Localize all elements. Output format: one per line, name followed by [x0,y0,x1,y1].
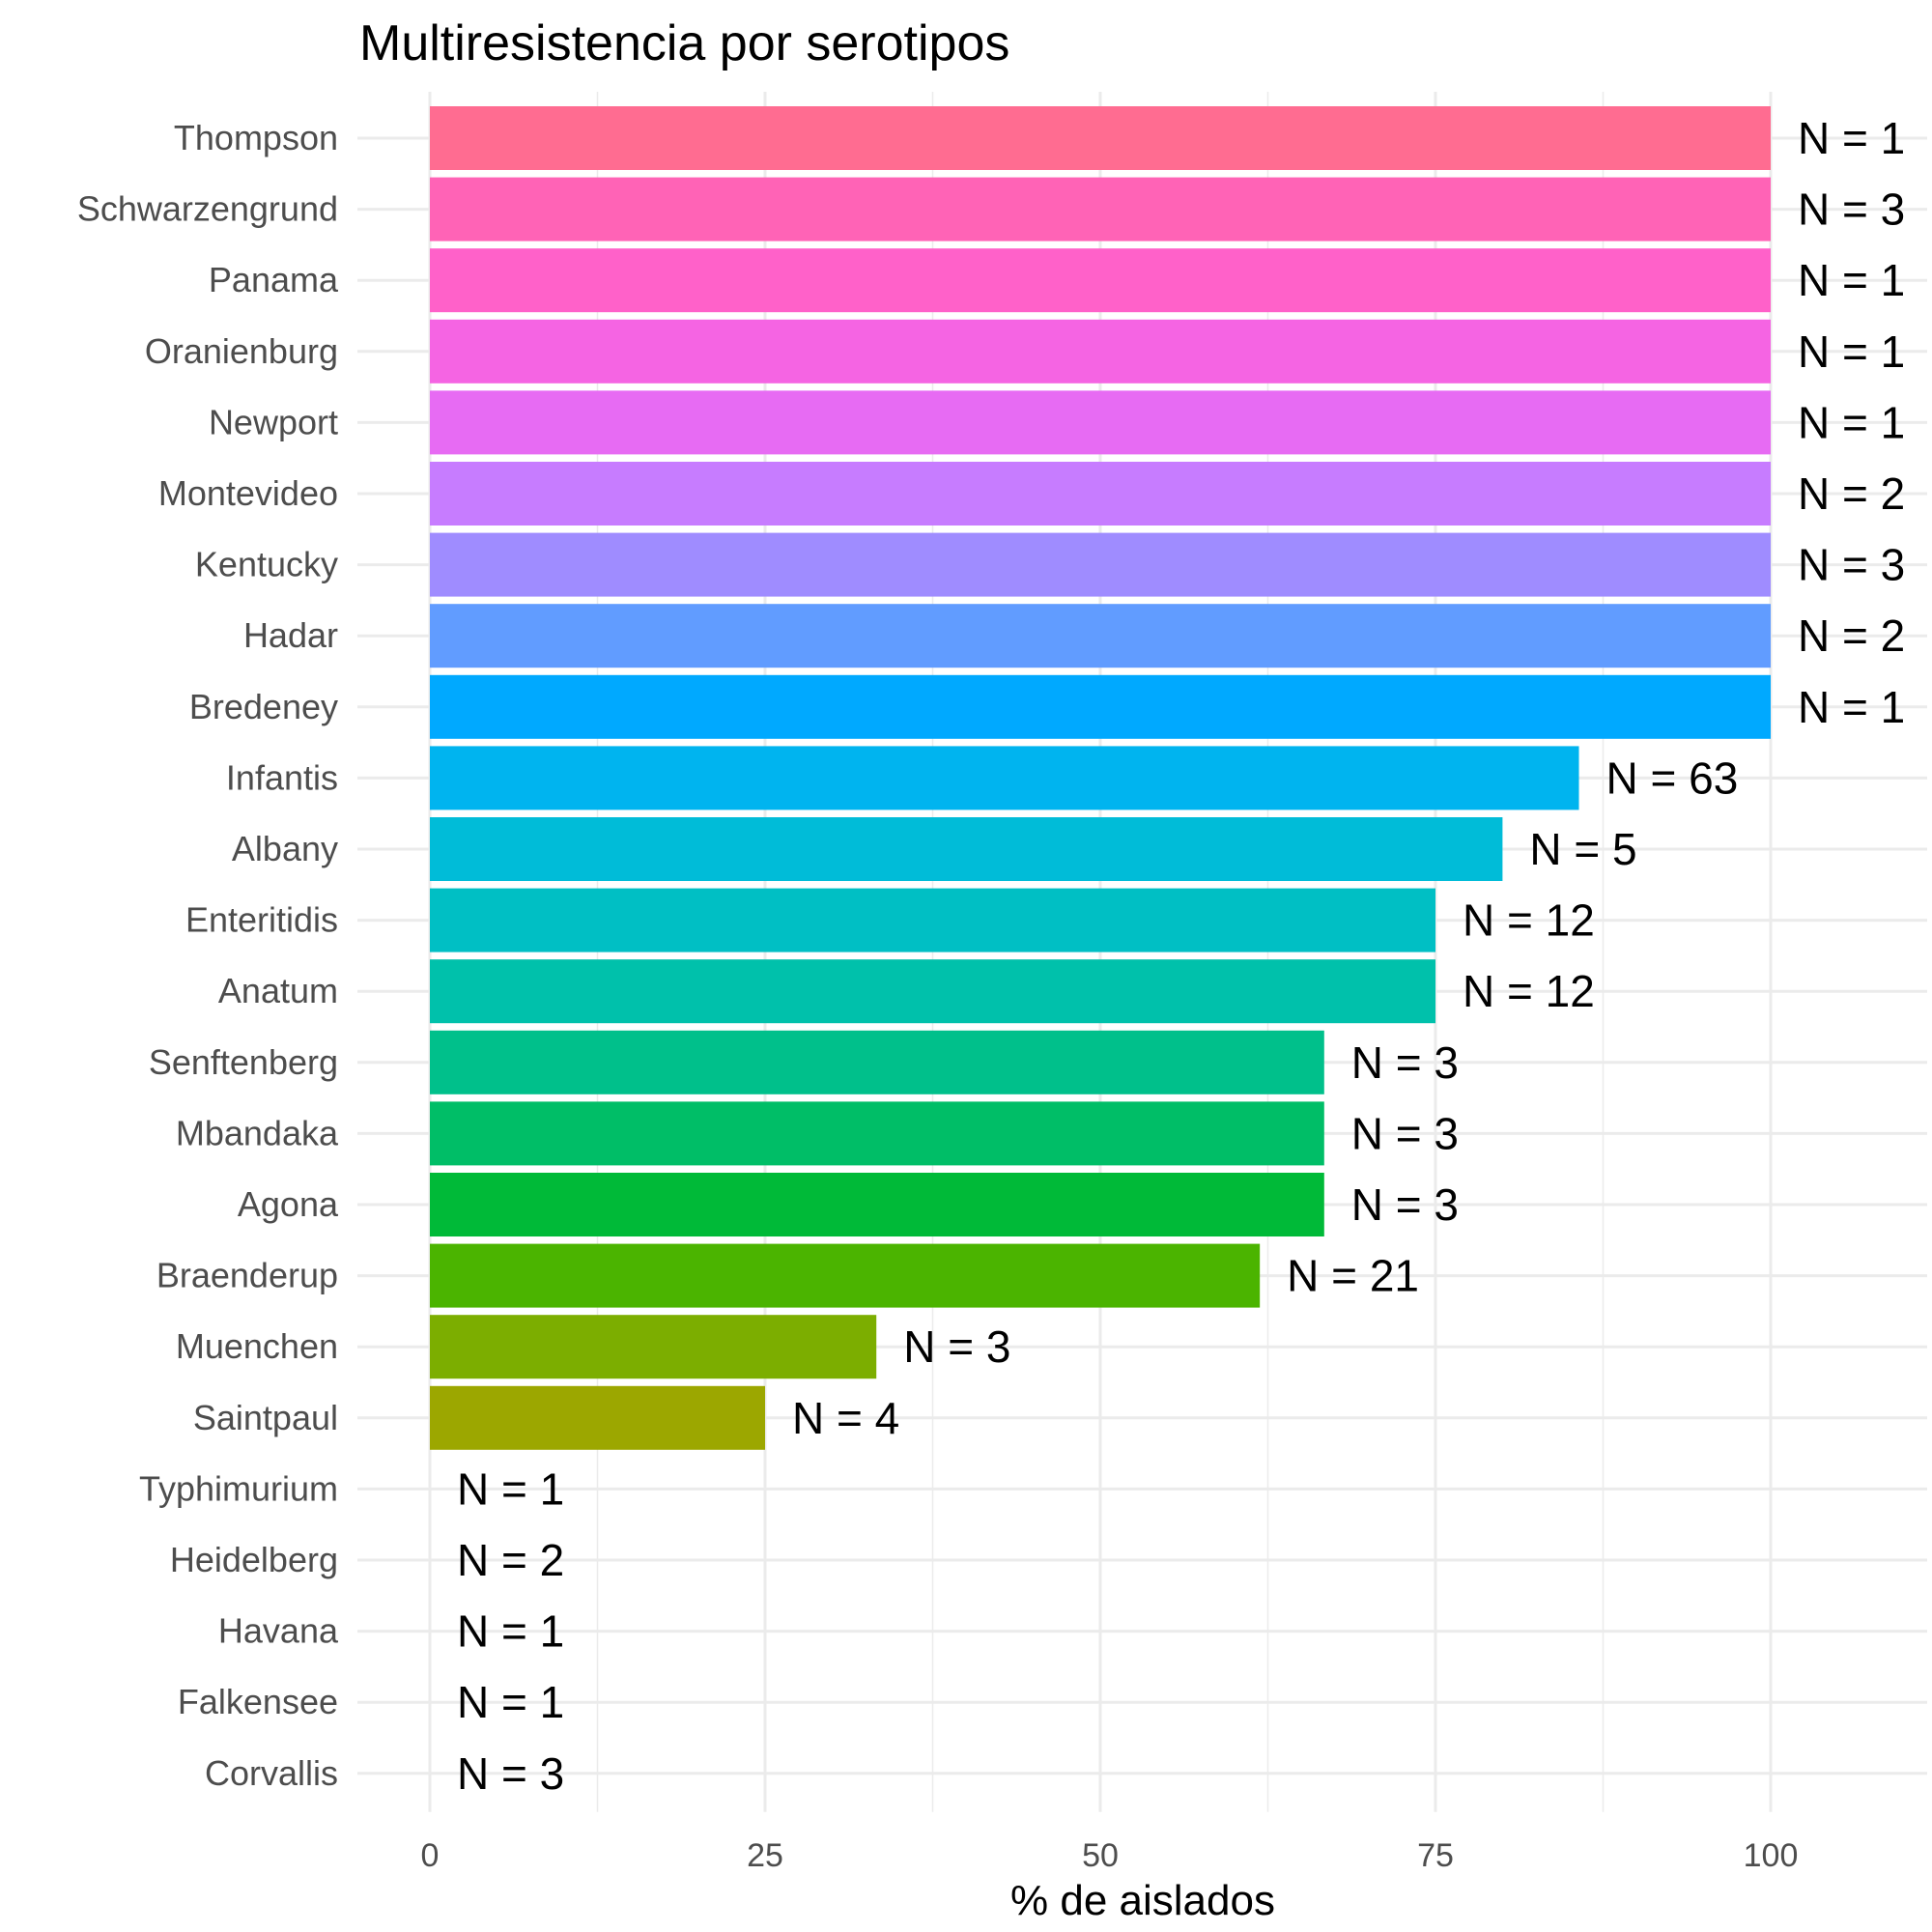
bar-oranienburg [430,319,1771,384]
category-label: Thompson [174,118,338,157]
data-label: N = 3 [1351,1179,1459,1230]
data-label: N = 3 [1798,185,1905,235]
bar-muenchen [430,1315,877,1379]
bar-bredeney [430,674,1771,739]
bar-thompson [430,106,1771,170]
bar-mbandaka [430,1101,1324,1166]
category-label: Typhimurium [139,1468,338,1508]
bar-anatum [430,959,1435,1024]
category-label: Montevideo [158,473,338,513]
data-label: N = 2 [1798,611,1905,661]
data-label: N = 1 [1798,255,1905,305]
category-label: Hadar [243,615,338,655]
category-label: Falkensee [178,1682,338,1721]
data-label: N = 12 [1463,966,1595,1016]
bar-newport [430,390,1771,455]
x-tick-label: 25 [747,1837,783,1874]
category-label: Agona [238,1184,339,1224]
bar-saintpaul [430,1385,765,1450]
data-label: N = 63 [1606,753,1739,803]
bar-senftenberg [430,1030,1324,1094]
data-label: N = 21 [1287,1251,1419,1301]
category-label: Anatum [218,971,338,1010]
category-label: Havana [218,1611,339,1651]
bar-agona [430,1173,1324,1236]
data-label: N = 5 [1529,824,1636,874]
data-label: N = 3 [1798,540,1905,590]
category-label: Schwarzengrund [77,189,338,229]
data-label: N = 1 [1798,113,1905,163]
x-axis-ticks: 0 25 50 75 100 [421,1837,1799,1874]
data-label: N = 12 [1463,895,1595,946]
data-labels: N = 1 N = 3 N = 1 N = 1 N = 1 N = 2 N = 3 N = 2… [457,113,1905,1799]
data-label: N = 2 [1798,469,1905,519]
bar-enteritidis [430,888,1435,952]
category-label: Albany [232,829,338,868]
data-label: N = 1 [457,1606,564,1657]
category-label: Bredeney [189,687,338,726]
data-label: N = 3 [1351,1108,1459,1158]
data-label: N = 3 [903,1321,1010,1372]
bars [430,106,1771,1450]
data-label: N = 1 [1798,327,1905,377]
data-label: N = 1 [1798,682,1905,732]
category-label: Mbandaka [176,1113,339,1152]
bar-schwarzengrund [430,177,1771,242]
data-label: N = 3 [1351,1037,1459,1088]
bar-braenderup [430,1243,1261,1308]
category-label: Oranienburg [145,331,338,371]
category-label: Infantis [226,757,338,797]
data-label: N = 1 [1798,397,1905,447]
x-tick-label: 75 [1417,1837,1454,1874]
bar-infantis [430,746,1579,810]
x-tick-label: 50 [1082,1837,1119,1874]
category-label: Senftenberg [149,1042,338,1082]
bar-montevideo [430,462,1771,526]
bar-kentucky [430,532,1771,597]
x-tick-label: 0 [421,1837,440,1874]
data-label: N = 2 [457,1535,564,1585]
category-labels: Thompson Schwarzengrund Panama Oranienburg N… [77,118,339,1793]
bar-albany [430,817,1503,881]
category-label: Corvallis [205,1753,338,1793]
category-label: Braenderup [156,1256,338,1295]
data-label: N = 1 [457,1677,564,1727]
x-axis-title: % de aislados [1010,1877,1275,1924]
bar-panama [430,248,1771,313]
category-label: Panama [209,260,339,299]
category-label: Heidelberg [170,1540,338,1579]
chart-title: Multiresistencia por serotipos [359,15,1009,71]
category-label: Kentucky [195,545,338,584]
category-label: Newport [209,402,338,441]
bar-hadar [430,604,1771,668]
category-label: Muenchen [176,1326,338,1366]
x-tick-label: 100 [1744,1837,1799,1874]
category-label: Enteritidis [185,900,338,940]
data-label: N = 3 [457,1748,564,1799]
category-label: Saintpaul [193,1398,338,1437]
data-label: N = 4 [792,1393,899,1443]
data-label: N = 1 [457,1463,564,1514]
